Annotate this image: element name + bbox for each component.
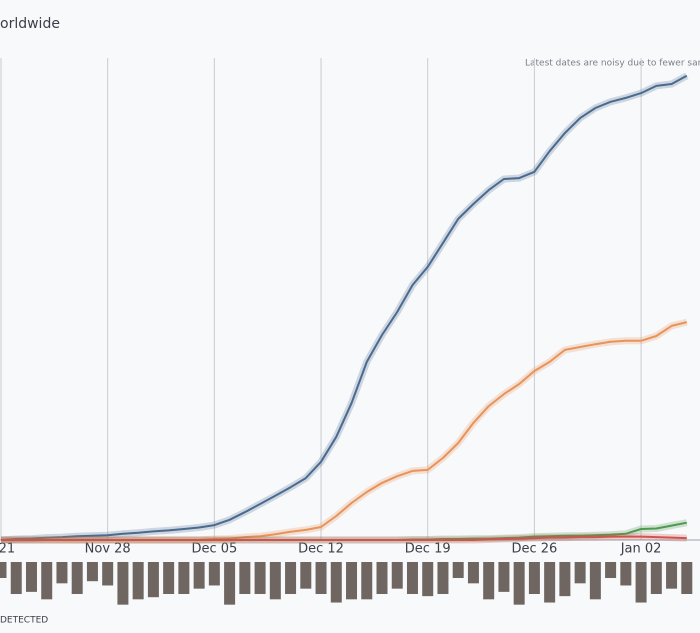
bar: [605, 562, 617, 578]
series-line: [0, 74, 688, 541]
bar: [41, 562, 53, 600]
bar: [208, 562, 220, 586]
bar: [467, 562, 479, 584]
x-tick-label: Nov 28: [85, 542, 131, 557]
bar: [391, 562, 403, 589]
bar: [25, 562, 37, 592]
bar: [315, 562, 327, 594]
bar: [406, 562, 418, 594]
x-tick-label: Jan 02: [620, 542, 662, 557]
bar: [361, 562, 373, 600]
x-tick-label: v 21: [0, 542, 15, 557]
bar: [193, 562, 205, 589]
bar: [544, 562, 556, 603]
bar: [132, 562, 144, 600]
bar: [376, 562, 388, 594]
bar: [620, 562, 632, 586]
note: Latest dates are noisy due to fewer sam: [525, 59, 700, 69]
bar: [254, 562, 266, 594]
bar: [285, 562, 297, 594]
bar: [437, 562, 449, 594]
x-tick-label: Dec 12: [298, 542, 344, 557]
bar: [0, 562, 7, 578]
bar: [559, 562, 571, 597]
bar: [178, 562, 190, 594]
x-tick-label: Dec 05: [191, 542, 237, 557]
bar: [681, 562, 693, 594]
bar-label: DETECTED: [0, 616, 48, 626]
bar: [528, 562, 540, 594]
bar: [10, 562, 22, 594]
x-tick-label: Dec 19: [405, 542, 451, 557]
bar: [666, 562, 678, 589]
bar: [498, 562, 510, 592]
bar: [635, 562, 647, 603]
bar: [574, 562, 586, 584]
bar: [513, 562, 525, 605]
bar: [147, 562, 159, 598]
bar: [483, 562, 495, 600]
bar: [163, 562, 175, 594]
bar: [102, 562, 114, 586]
series-line: [1, 535, 687, 541]
bar: [224, 562, 236, 605]
bar: [86, 562, 98, 582]
bar: [330, 562, 342, 603]
bar: [589, 562, 601, 600]
chart-title: orldwide: [0, 16, 60, 32]
bar: [71, 562, 83, 594]
x-tick-label: Dec 26: [511, 542, 557, 557]
bar: [269, 562, 281, 600]
bar: [117, 562, 129, 605]
bar: [300, 562, 312, 589]
bar: [422, 562, 434, 597]
bar: [650, 562, 662, 594]
bar: [346, 562, 358, 600]
bar: [239, 562, 251, 594]
bar: [452, 562, 464, 578]
bar: [56, 562, 68, 584]
